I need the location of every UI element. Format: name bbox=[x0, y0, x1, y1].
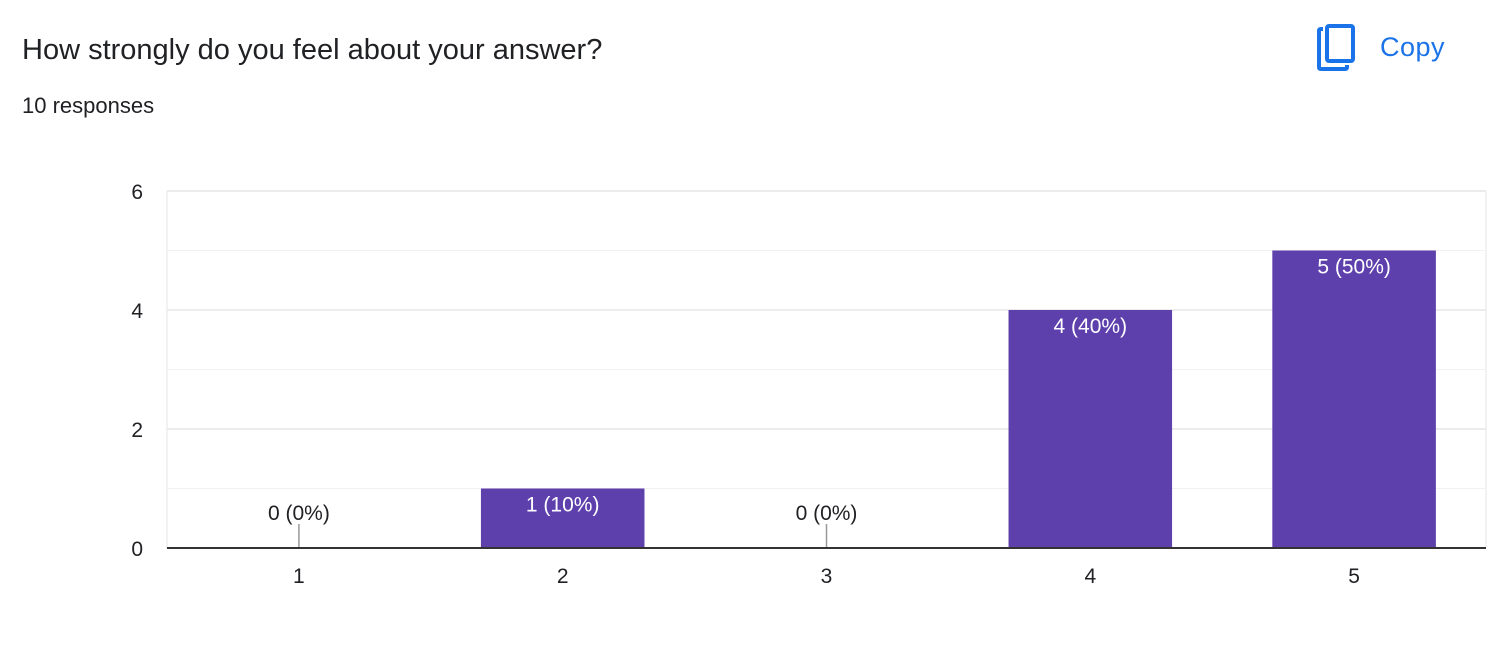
x-tick-label: 5 bbox=[1348, 565, 1360, 588]
copy-button[interactable]: Copy bbox=[1316, 22, 1445, 72]
data-label: 4 (40%) bbox=[1054, 315, 1128, 338]
y-tick-label: 0 bbox=[131, 538, 143, 561]
x-tick-label: 1 bbox=[293, 565, 305, 588]
response-count: 10 responses bbox=[22, 93, 155, 118]
data-label: 0 (0%) bbox=[268, 502, 330, 525]
copy-label: Copy bbox=[1380, 31, 1446, 62]
data-label: 1 (10%) bbox=[526, 494, 600, 517]
x-tick-label: 3 bbox=[821, 565, 833, 588]
data-label: 5 (50%) bbox=[1317, 256, 1391, 279]
question-title: How strongly do you feel about your answ… bbox=[22, 34, 603, 66]
data-label: 0 (0%) bbox=[796, 502, 858, 525]
y-tick-label: 6 bbox=[131, 181, 143, 204]
x-tick-label: 2 bbox=[557, 565, 569, 588]
y-tick-label: 4 bbox=[131, 300, 143, 323]
y-tick-label: 2 bbox=[131, 419, 143, 442]
copy-icon bbox=[1317, 24, 1355, 71]
x-tick-label: 4 bbox=[1084, 565, 1096, 588]
bar bbox=[1008, 310, 1173, 548]
bar bbox=[1272, 250, 1436, 548]
bar bbox=[480, 488, 645, 548]
